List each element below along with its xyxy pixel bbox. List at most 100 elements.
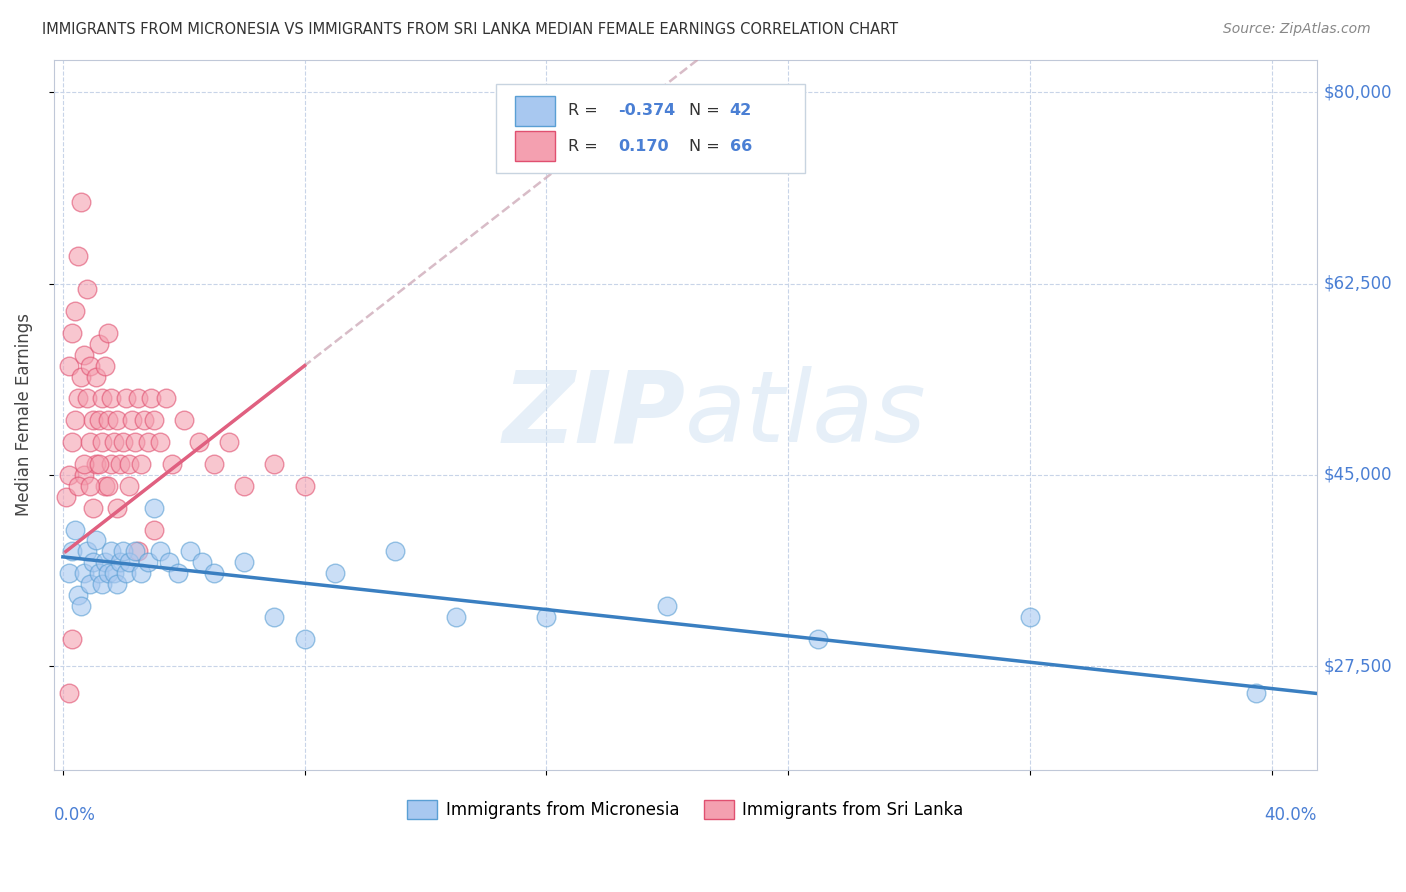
Point [191,555,214,569]
Text: $80,000: $80,000 [1323,83,1392,102]
Point [118,479,141,493]
Point [807,632,830,646]
Text: ZIP: ZIP [502,367,685,463]
Point [127,544,149,558]
Point [202,457,225,471]
Point [58,566,80,581]
Point [70,194,93,209]
Point [323,566,346,581]
Legend: Immigrants from Micronesia, Immigrants from Sri Lanka: Immigrants from Micronesia, Immigrants f… [401,793,970,826]
Point [179,544,201,558]
Point [121,413,143,427]
Point [82,413,104,427]
Point [89,413,111,427]
Point [444,610,467,624]
Point [66,249,89,263]
Point [187,435,209,450]
Point [149,435,172,450]
Point [136,435,159,450]
Point [89,566,111,581]
Text: $45,000: $45,000 [1323,466,1392,483]
FancyBboxPatch shape [515,131,555,161]
Point [103,435,125,450]
Point [127,392,149,406]
Point [124,435,146,450]
Point [384,544,406,558]
Point [1246,686,1268,700]
Point [58,686,80,700]
Point [84,369,107,384]
Point [84,533,107,548]
Text: N =: N = [689,139,725,153]
Point [110,555,132,569]
Point [105,413,128,427]
Point [76,392,98,406]
Point [131,457,153,471]
Point [84,457,107,471]
Point [112,544,135,558]
Point [155,392,177,406]
Point [94,555,117,569]
Point [124,544,146,558]
Point [134,413,156,427]
Point [100,544,122,558]
Point [202,566,225,581]
Point [79,577,101,591]
Point [97,326,120,340]
Point [118,457,141,471]
Point [233,555,256,569]
Text: $62,500: $62,500 [1323,275,1392,293]
Point [100,457,122,471]
Text: atlas: atlas [685,367,927,463]
Point [160,457,183,471]
Point [89,457,111,471]
Point [73,467,96,482]
Point [73,348,96,362]
Point [60,544,83,558]
Point [263,457,285,471]
Point [112,435,135,450]
Point [89,336,111,351]
Point [82,555,104,569]
Point [70,369,93,384]
Point [218,435,240,450]
Point [157,555,180,569]
Point [115,566,138,581]
Point [294,479,316,493]
Point [233,479,256,493]
Point [70,599,93,613]
Point [63,413,86,427]
Point [66,588,89,602]
Point [173,413,195,427]
FancyBboxPatch shape [496,85,806,173]
Point [149,544,172,558]
Y-axis label: Median Female Earnings: Median Female Earnings [15,313,32,516]
Point [263,610,285,624]
Point [76,282,98,296]
Text: Source: ZipAtlas.com: Source: ZipAtlas.com [1223,22,1371,37]
Text: -0.374: -0.374 [619,103,676,119]
Point [142,523,165,537]
Point [76,544,98,558]
Point [79,359,101,373]
Text: 40.0%: 40.0% [1264,805,1317,823]
Point [58,467,80,482]
Point [63,304,86,318]
Point [118,555,141,569]
Point [66,392,89,406]
Point [79,435,101,450]
Point [94,359,117,373]
Point [131,566,153,581]
Point [91,392,114,406]
Point [105,577,128,591]
Point [97,479,120,493]
Point [82,500,104,515]
Point [1018,610,1040,624]
Point [105,500,128,515]
Point [536,610,558,624]
Text: $27,500: $27,500 [1323,657,1392,675]
Point [73,566,96,581]
Text: 0.0%: 0.0% [53,805,96,823]
Point [60,326,83,340]
Text: 66: 66 [730,139,752,153]
